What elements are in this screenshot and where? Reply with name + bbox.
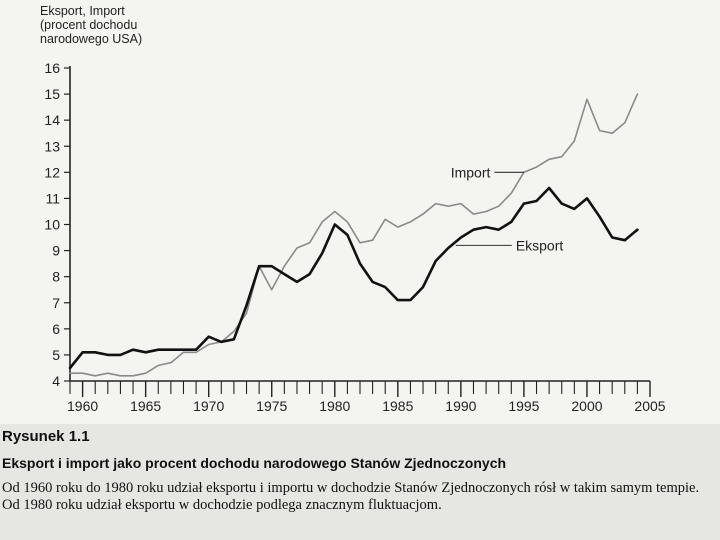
figure-caption: Rysunek 1.1 Eksport i import jako procen…	[0, 424, 720, 540]
x-tick-label: 1985	[382, 398, 413, 414]
y-tick-label: 5	[52, 347, 60, 363]
y-tick-label: 16	[44, 60, 60, 76]
x-tick-label: 1970	[193, 398, 224, 414]
x-tick-label: 1960	[67, 398, 98, 414]
x-tick-label: 1965	[130, 398, 161, 414]
y-tick-label: 15	[44, 86, 60, 102]
y-tick-label: 4	[52, 373, 60, 389]
figure-title: Eksport i import jako procent dochodu na…	[2, 455, 507, 471]
figure-number: Rysunek 1.1	[2, 428, 90, 445]
x-tick-label: 2000	[571, 398, 602, 414]
y-tick-label: 8	[52, 269, 60, 285]
y-axis-label-line: narodowego USA)	[40, 32, 143, 46]
y-axis-label-line: (procent dochodu	[40, 18, 138, 32]
y-tick-label: 11	[45, 190, 60, 206]
y-tick-label: 9	[52, 243, 60, 259]
x-tick-label: 1975	[256, 398, 287, 414]
annotation-label: Import	[451, 164, 491, 180]
y-axis-label-line: Eksport, Import	[40, 4, 125, 18]
series-line-import	[69, 93, 639, 377]
y-tick-label: 10	[44, 217, 60, 233]
x-tick-label: 1980	[319, 398, 350, 414]
x-tick-label: 1990	[445, 398, 476, 414]
x-tick-label: 1995	[508, 398, 539, 414]
series-line-eksport	[68, 186, 639, 370]
y-tick-label: 14	[44, 112, 60, 128]
y-tick-label: 7	[52, 295, 60, 311]
annotation-label: Eksport	[516, 237, 564, 253]
y-tick-label: 12	[44, 164, 60, 180]
y-tick-label: 6	[52, 321, 60, 337]
y-axis-label: Eksport, Import (procent dochodu narodow…	[40, 4, 142, 46]
figure-description: Od 1960 roku do 1980 roku udział eksport…	[2, 480, 700, 513]
y-tick-label: 13	[44, 138, 60, 154]
x-tick-label: 2005	[634, 398, 665, 414]
line-chart: 4 5 6 7 8 9 10 11 12 13 14 15 16 1960 1965 1970 1975 1980…	[44, 60, 665, 414]
